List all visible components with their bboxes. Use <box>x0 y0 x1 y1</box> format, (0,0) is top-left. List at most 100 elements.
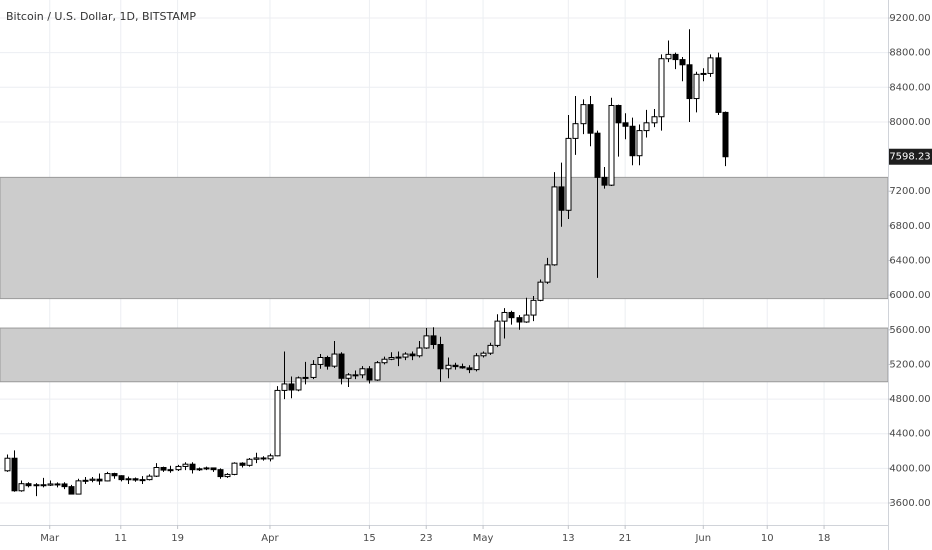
candle-body-up <box>501 311 508 322</box>
chart-title: Bitcoin / U.S. Dollar, 1D, BITSTAMP <box>6 10 196 23</box>
candle-body-down <box>615 104 622 124</box>
y-tick-label: 4800.00 <box>889 394 930 405</box>
x-tick-label: Mar <box>40 533 60 544</box>
candle-body-up <box>651 116 658 124</box>
candle-body-down <box>189 463 196 471</box>
y-tick-label: 4000.00 <box>889 463 930 474</box>
candle-body-up <box>47 483 54 486</box>
candle-body-up <box>636 130 643 157</box>
candle-body-down <box>61 483 68 488</box>
candle-body-up <box>203 467 210 470</box>
candle-body-down <box>338 353 345 379</box>
candle-body-up <box>295 377 302 391</box>
candle-body-down <box>11 457 18 492</box>
last-price-label: 7598.23 <box>889 152 930 163</box>
candle-body-down <box>430 335 437 346</box>
candle-body-down <box>239 462 246 466</box>
candle-body-up <box>530 299 537 316</box>
candle-body-up <box>352 374 359 377</box>
y-tick-label: 6800.00 <box>889 221 930 232</box>
candle-body-up <box>665 53 672 60</box>
x-tick-label: 23 <box>420 533 433 544</box>
candle-body-down <box>68 486 75 495</box>
candle-body-up <box>473 355 480 371</box>
candle-body-up <box>153 466 160 477</box>
candle-body-up <box>196 468 203 471</box>
candle-body-up <box>580 104 587 125</box>
candle-body-up <box>175 465 182 471</box>
candle-body-down <box>516 317 523 323</box>
candle-body-up <box>267 455 274 460</box>
candle-body-up <box>54 483 61 486</box>
candle-body-up <box>281 383 288 391</box>
candle-body-down <box>587 104 594 134</box>
candle-body-up <box>565 137 572 211</box>
candle-body-down <box>118 475 125 481</box>
zone <box>0 176 888 300</box>
candle-body-down <box>25 483 32 487</box>
candle-body-down <box>686 64 693 100</box>
y-tick-label: 6000.00 <box>889 290 930 301</box>
candle-body-up <box>167 469 174 472</box>
y-tick-label: 9200.00 <box>889 13 930 24</box>
candle-body-up <box>445 364 452 370</box>
last-price-box <box>889 148 932 165</box>
x-tick-label: 13 <box>562 533 575 544</box>
x-tick-label: 21 <box>619 533 632 544</box>
candle-body-up <box>139 479 146 482</box>
candle-body-up <box>146 475 153 481</box>
candle-body-down <box>452 364 459 368</box>
x-tick-label: Apr <box>261 533 279 544</box>
candle-body-down <box>715 57 722 113</box>
candle-body-up <box>700 72 707 75</box>
candle-body-up <box>4 457 11 472</box>
candle-body-up <box>274 389 281 457</box>
candle-body-up <box>359 368 366 376</box>
candle-body-down <box>210 467 217 471</box>
candle-body-up <box>572 123 579 139</box>
candle-body-up <box>224 473 231 478</box>
candle-body-up <box>33 484 40 487</box>
y-tick-label: 8400.00 <box>889 82 930 93</box>
candle-body-down <box>508 311 515 319</box>
candle-body-up <box>608 104 615 186</box>
candle-body-down <box>672 53 679 61</box>
candle-body-up <box>331 353 338 367</box>
candle-body-down <box>366 368 373 381</box>
candle-body-down <box>260 457 267 460</box>
candle-body-up <box>374 362 381 381</box>
candle-body-up <box>693 73 700 100</box>
candle-body-up <box>125 478 132 481</box>
candle-body-down <box>132 478 139 481</box>
candle-body-up <box>18 483 25 492</box>
candle-body-up <box>302 376 309 379</box>
candle-body-up <box>537 281 544 301</box>
candle-body-up <box>487 344 494 354</box>
candle-body-up <box>310 363 317 378</box>
candle-body-down <box>622 122 629 127</box>
candle-body-up <box>523 314 530 323</box>
candle-body-down <box>679 59 686 66</box>
y-tick-label: 8000.00 <box>889 117 930 128</box>
y-tick-label: 6400.00 <box>889 256 930 267</box>
candle-body-up <box>231 462 238 475</box>
x-tick-label: 11 <box>114 533 127 544</box>
x-tick-label: 10 <box>761 533 774 544</box>
candle-body-down <box>409 353 416 357</box>
candle-body-up <box>104 473 111 482</box>
plot-area <box>0 0 888 525</box>
candle-body-up <box>544 264 551 283</box>
candle-body-up <box>480 352 487 357</box>
candle-body-down <box>594 132 601 178</box>
candle-body-down <box>629 125 636 157</box>
candle-body-down <box>558 186 565 211</box>
candle-body-up <box>416 347 423 357</box>
y-tick-label: 7200.00 <box>889 186 930 197</box>
candle-body-down <box>40 484 47 487</box>
y-tick-label: 5600.00 <box>889 325 930 336</box>
candle-body-up <box>82 479 89 482</box>
x-tick-label: 18 <box>818 533 831 544</box>
candle-body-down <box>722 111 729 158</box>
x-tick-label: 15 <box>363 533 376 544</box>
